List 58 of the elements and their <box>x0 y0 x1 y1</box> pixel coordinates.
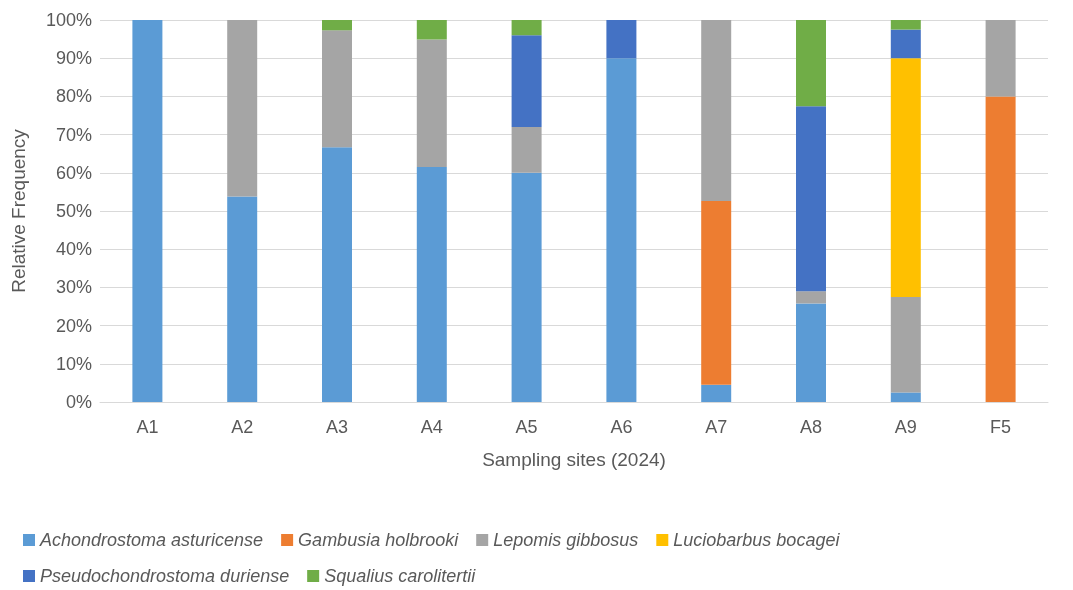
x-axis-title: Sampling sites (2024) <box>482 449 666 470</box>
bar <box>796 303 826 402</box>
bar <box>701 384 732 402</box>
y-tick-label: 70% <box>55 124 92 145</box>
bar <box>796 20 826 107</box>
x-tick-label: A3 <box>325 417 349 437</box>
x-tick-label: A8 <box>799 417 823 437</box>
y-tick-label: 50% <box>55 201 92 221</box>
bar <box>322 30 352 148</box>
bar <box>701 20 732 202</box>
bar <box>511 172 542 402</box>
bar <box>322 147 352 402</box>
y-tick-label: 20% <box>55 315 92 336</box>
x-tick-label: A5 <box>515 417 538 437</box>
bar <box>416 39 447 168</box>
x-tick-label: A9 <box>894 417 917 437</box>
legend-label: Pseudochondrostoma duriense <box>40 566 290 586</box>
bar <box>701 201 732 385</box>
y-tick-label: 10% <box>55 353 92 374</box>
bar <box>322 20 352 31</box>
bar <box>416 20 447 40</box>
legend-label: Squalius carolitertii <box>324 566 477 586</box>
bar <box>511 126 542 173</box>
bar <box>606 58 637 402</box>
x-tick-label: A6 <box>610 417 633 437</box>
x-tick-label: A1 <box>136 417 159 437</box>
bar <box>796 291 826 304</box>
y-tick-label: 100% <box>45 10 92 30</box>
y-tick-label: 0% <box>65 392 92 412</box>
legend-label: Lepomis gibbosus <box>493 530 639 550</box>
legend-label: Gambusia holbrooki <box>298 530 460 550</box>
y-tick-label: 60% <box>55 162 92 183</box>
bar <box>511 20 542 36</box>
bar <box>985 96 1016 402</box>
bar <box>890 296 921 393</box>
bar <box>890 392 921 402</box>
bar <box>606 20 637 59</box>
x-tick-label: A7 <box>705 417 728 437</box>
bar <box>890 58 921 297</box>
x-tick-label: F5 <box>990 417 1012 437</box>
bar <box>890 29 921 59</box>
legend-label: Luciobarbus bocagei <box>673 530 841 550</box>
y-tick-label: 80% <box>55 86 92 107</box>
bar <box>985 20 1016 97</box>
bar <box>227 196 258 402</box>
legend-label: Achondrostoma asturicense <box>39 530 264 550</box>
bar <box>227 20 258 197</box>
bar <box>796 106 826 292</box>
bar <box>890 20 921 30</box>
y-tick-label: 40% <box>55 239 92 260</box>
bar <box>132 20 163 402</box>
bar <box>511 35 542 127</box>
y-tick-label: 30% <box>55 277 92 298</box>
y-tick-label: 90% <box>55 48 92 69</box>
x-tick-label: A2 <box>231 417 254 437</box>
x-tick-label: A4 <box>420 417 443 437</box>
bar <box>416 167 447 402</box>
y-axis-title: Relative Frequency <box>8 128 29 293</box>
